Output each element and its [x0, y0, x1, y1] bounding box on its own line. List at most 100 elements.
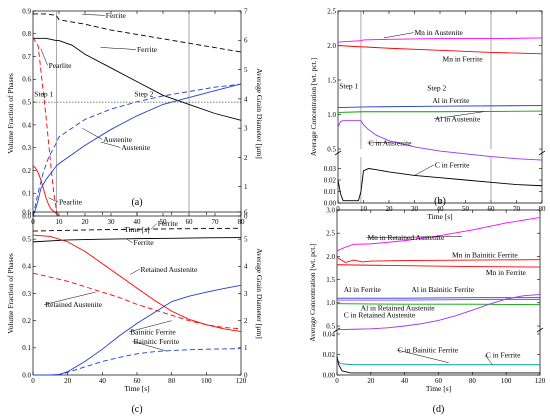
x-tick-label: 20: [386, 205, 394, 213]
series-line-0: [336, 216, 541, 252]
annotation-leader: [383, 32, 414, 39]
annotation-leader: [48, 197, 59, 203]
series-line-0: [32, 227, 242, 232]
y2-tick-label: 4: [244, 95, 248, 103]
y-tick-label: 1.0: [326, 299, 335, 307]
x-tick-label: 30: [411, 205, 419, 213]
annotation-leader: [366, 236, 463, 238]
annotation-leader: [82, 128, 103, 140]
annotation-label: Austenite: [103, 135, 132, 144]
y2-tick-label: 2: [244, 317, 248, 325]
axis-break-mark: [538, 150, 546, 156]
annotation-label: Mn in Ferrite: [486, 268, 527, 277]
y-tick-label: 0.04: [323, 330, 336, 338]
x-tick-label: 0: [335, 377, 339, 385]
annotation-leader: [129, 320, 172, 332]
annotation-leader: [129, 269, 140, 275]
x-tick-label: 80: [168, 377, 176, 385]
y-axis-label: Volume Fraction of Phases: [6, 73, 15, 154]
y2-tick-label: 3: [244, 290, 248, 298]
annotation-label: Al in Bainitic Ferrite: [411, 285, 474, 294]
y-tick-label: 0.3: [22, 290, 31, 298]
y-tick-label: 0.02: [324, 176, 337, 184]
x-axis-label: Time [s]: [124, 384, 149, 393]
annotation-label: C in Ferrite: [435, 160, 470, 169]
chart-panel-b: 0 10 20 30 40 50 60 70 80 0.5 1.0 1.5 2.0 2.5 0.00 0.01…: [309, 7, 546, 221]
chart-panel-c: 0 20 40 60 80 100 1200.00.10.20.30.40.50.60123…: [6, 208, 264, 415]
x-axis-label: Time [s]: [426, 384, 451, 393]
series-line-2: [336, 264, 541, 268]
annotation-leader: [100, 141, 121, 148]
x-tick-label: 60: [435, 377, 443, 385]
annotation-label: Al in Austenite: [435, 114, 481, 123]
annotation-label: Ferrite: [134, 238, 155, 247]
series-line-0: [33, 37, 242, 121]
x-tick-label: 0: [31, 377, 35, 385]
annotation-label: Bainitic Ferrite: [130, 327, 176, 336]
annotation-label: Pearlite: [49, 61, 73, 70]
annotation-label: Ferrite: [137, 45, 158, 54]
y-tick-label: 1.5: [326, 276, 335, 284]
y-tick-label: 0.6: [22, 76, 31, 84]
y-tick-label: 2.0: [327, 42, 336, 50]
y-tick-label: 1.5: [327, 76, 336, 84]
y-tick-label: 0.5: [22, 236, 31, 244]
y-tick-label: 0.1: [22, 190, 31, 198]
x-tick-label: 10: [56, 218, 64, 226]
annotation-label: C in Bainitic Ferrite: [398, 345, 459, 354]
y-tick-label: 0.01: [324, 188, 337, 196]
y-tick-label: 0.5: [327, 145, 336, 153]
y-tick-label: 0.2: [22, 317, 31, 325]
series-line-5: [33, 348, 242, 376]
annotation-label: Al in Retained Austenite: [361, 304, 436, 313]
series-line-4: [33, 284, 242, 376]
annotation-leader: [484, 354, 493, 365]
y-tick-label: 0.0: [22, 212, 31, 220]
x-tick-label: 70: [212, 218, 220, 226]
y2-tick-label: 6: [244, 208, 248, 216]
x-tick-label: 100: [201, 377, 212, 385]
series-line-3: [32, 272, 242, 330]
y2-tick-label: 3: [244, 125, 248, 133]
annotation-label: Step 2: [427, 83, 446, 92]
annotation-leader: [414, 164, 435, 176]
annotation-leader: [44, 291, 96, 305]
annotation-label: Bainitic Ferrite: [134, 337, 180, 346]
y2-tick-label: 6: [244, 37, 248, 45]
series-line-1: [337, 45, 543, 55]
x-tick-label: 40: [401, 377, 409, 385]
annotation-leader: [126, 238, 133, 243]
axis-break-mark: [536, 327, 544, 333]
series-line-1: [336, 256, 541, 263]
y-tick-label: 3.0: [326, 206, 335, 214]
annotation-leader: [82, 14, 105, 16]
y2-tick-label: 0: [244, 371, 248, 379]
y-tick-label: 0.4: [22, 121, 31, 129]
y-tick-label: 0.2: [22, 167, 31, 175]
annotation-label: Austenite: [121, 143, 150, 152]
annotation-label: Al in Ferrite: [432, 96, 470, 105]
series-line-5: [337, 168, 543, 202]
y-tick-label: 0.3: [22, 144, 31, 152]
y2-tick-label: 0: [244, 212, 248, 220]
axis-break-mark: [333, 327, 341, 333]
annotation-leader: [367, 141, 392, 144]
series-line-2: [32, 234, 242, 332]
annotation-label: C in Retained Austenite: [344, 311, 416, 320]
y-tick-label: 0.6: [22, 208, 31, 216]
x-tick-label: 60: [186, 218, 194, 226]
y2-tick-label: 2: [244, 154, 248, 162]
panel-label: (d): [433, 404, 445, 415]
series-line-1: [32, 237, 242, 243]
series-line-5: [336, 303, 541, 306]
x-tick-label: 60: [488, 205, 496, 213]
y-tick-label: 2.5: [326, 230, 335, 238]
y-tick-label: 0.5: [22, 99, 31, 107]
series-line-1: [33, 13, 242, 53]
x-tick-label: 120: [236, 377, 247, 385]
y-axis-label: Average Concentration [wt. pct.]: [308, 243, 317, 341]
y-tick-label: 2.5: [327, 7, 336, 15]
annotation-leader: [40, 48, 48, 66]
series-line-4: [337, 120, 543, 161]
